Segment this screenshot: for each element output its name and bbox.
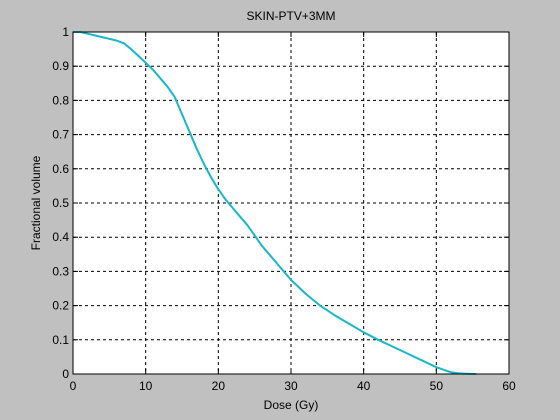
- x-tick-label: 20: [212, 379, 226, 393]
- y-tick-label: 0.8: [52, 93, 69, 107]
- series-line: [73, 31, 477, 375]
- y-tick-label: 0.9: [52, 59, 69, 73]
- y-tick-label: 0.7: [52, 128, 69, 142]
- y-tick-label: 0.6: [52, 162, 69, 176]
- x-tick-label: 40: [357, 379, 371, 393]
- y-tick-label: 0.4: [52, 230, 69, 244]
- chart-title: SKIN-PTV+3MM: [246, 9, 335, 23]
- series-layer: [73, 31, 477, 375]
- tick-marks: [72, 31, 510, 375]
- x-tick-label: 60: [502, 379, 516, 393]
- x-tick-label: 10: [139, 379, 153, 393]
- grid-lines: [73, 32, 509, 374]
- x-axis-title: Dose (Gy): [264, 398, 319, 412]
- x-tick-label: 0: [70, 379, 77, 393]
- y-tick-label: 0: [62, 367, 69, 381]
- y-axis-title: Fractional volume: [29, 155, 43, 250]
- y-tick-label: 0.2: [52, 299, 69, 313]
- x-tick-label: 30: [284, 379, 298, 393]
- y-tick-label: 0.1: [52, 333, 69, 347]
- x-tick-label: 50: [430, 379, 444, 393]
- tick-labels: 0 10 20 30 40 50 60 0 0.1 0.2 0.3 0.4 0.5 0.6 0.7 0.8 0.…: [52, 25, 516, 393]
- y-tick-label: 0.3: [52, 264, 69, 278]
- y-tick-label: 0.5: [52, 196, 69, 210]
- y-tick-label: 1: [62, 25, 69, 39]
